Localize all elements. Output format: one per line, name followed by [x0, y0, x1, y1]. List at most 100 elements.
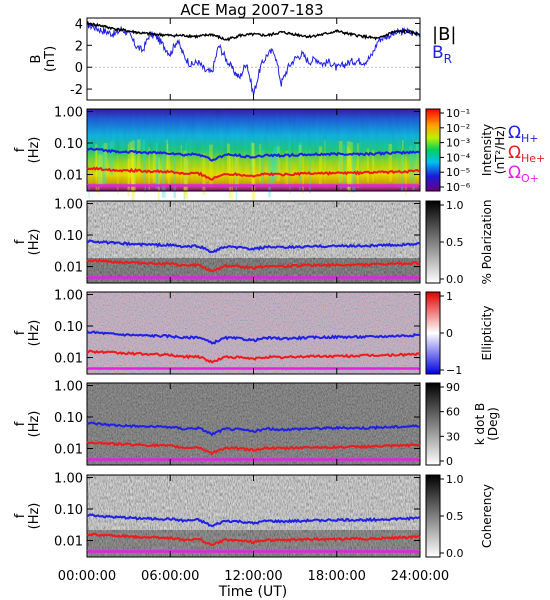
intensity-stripe — [183, 158, 185, 203]
intensity-stripe — [229, 154, 232, 199]
intensity-ylabel: f — [13, 147, 28, 152]
b-field-ylabel: B — [29, 55, 44, 64]
kdotb-colorbar-ticks: 90 60 30 0 — [440, 381, 460, 468]
kdb-gyrofrequency-line-he — [86, 440, 421, 456]
legend-omega-o-base: Ω — [508, 163, 521, 183]
intensity-stripe — [259, 144, 261, 182]
intensity-stripe — [184, 158, 189, 200]
intensity-stripe — [347, 158, 351, 193]
ellipticity-colorbar-label: Ellipticity — [480, 306, 494, 361]
x-tick-label: 00:00:00 — [58, 569, 116, 584]
legend-omega-he-base: Ω — [508, 143, 521, 163]
int-gyrofrequency-line-he — [86, 166, 421, 181]
intensity-stripe — [268, 158, 271, 198]
intensity-stripe — [416, 142, 419, 175]
intensity-stripe — [155, 157, 160, 189]
intensity-stripe — [346, 146, 349, 190]
intensity-stripe — [400, 148, 404, 191]
int-y-tick-label: 0.01 — [54, 169, 83, 184]
intensity-stripe — [97, 154, 100, 196]
b-y-tick-label: 4 — [75, 17, 83, 32]
intensity-stripe — [157, 157, 160, 203]
intensity-stripe — [347, 150, 351, 191]
polarization-y-ticks: 1.00 0.10 0.01 — [54, 197, 420, 276]
int-y-tick-label: 1.00 — [54, 105, 83, 120]
int-gyrofrequency-line-h — [86, 147, 421, 162]
intensity-stripe — [351, 155, 356, 193]
intensity-stripe — [324, 140, 326, 181]
polarization-ylabel-unit: (Hz) — [27, 229, 42, 256]
intensity-colorbar-ticks: 10⁻¹ 10⁻² 10⁻³10⁻⁴ 10⁻⁵ 10⁻⁶ — [440, 107, 471, 194]
kdotb-ylabel: f — [13, 421, 28, 426]
polarization-colorbar-ticks: 1.0 0.5 0.0 — [440, 199, 464, 286]
intensity-stripe — [318, 146, 323, 185]
intensity-stripe — [342, 144, 345, 188]
kdotb-dark-overlay — [87, 383, 420, 465]
intensity-stripe — [88, 157, 90, 199]
intensity-stripe — [299, 147, 301, 192]
intensity-stripe — [348, 149, 352, 182]
b-field-panel: 420-2 B (nT) |B| BR — [29, 17, 456, 101]
kdb-y-tick-label: 0.01 — [54, 443, 83, 458]
intensity-stripe — [408, 145, 413, 181]
intensity-stripe — [356, 143, 359, 188]
intensity-stripe — [273, 146, 276, 181]
pol-y-tick-label: 0.10 — [54, 229, 83, 244]
ell-gyrofrequency-line-h — [86, 330, 421, 345]
intensity-stripe — [103, 142, 108, 176]
intensity-stripe — [288, 142, 290, 186]
kdb-y-tick-label: 0.10 — [54, 411, 83, 426]
pol-colorbar-tick-label: 0.5 — [446, 236, 464, 249]
intensity-colorbar-unit: (nT²/Hz) — [493, 126, 507, 174]
polarization-colorbar-label: % Polarization — [480, 200, 494, 285]
intensity-stripe — [185, 142, 187, 181]
intensity-stripe — [99, 154, 103, 187]
int-colorbar-tick-label: 10⁻⁶ — [446, 181, 471, 194]
intensity-stripe — [132, 155, 136, 193]
intensity-stripe — [161, 153, 166, 198]
intensity-stripe — [234, 156, 239, 188]
intensity-stripe — [405, 155, 407, 196]
int-y-tick-label: 0.10 — [54, 137, 83, 152]
intensity-stripe — [416, 140, 418, 178]
intensity-stripe — [109, 141, 114, 175]
intensity-stripe — [338, 141, 343, 183]
coh-y-tick-label: 0.10 — [54, 503, 83, 518]
coherency-ylabel-unit: (Hz) — [27, 503, 42, 530]
coherency-colorbar-label: Coherency — [480, 484, 494, 548]
intensity-stripe — [148, 147, 151, 190]
int-colorbar-tick-label: 10⁻³ — [446, 137, 470, 150]
kdb-colorbar-tick-label: 30 — [446, 430, 460, 443]
legend-b-radial-base: B — [432, 43, 444, 63]
ell-colorbar-tick-label: −1 — [446, 364, 462, 377]
coh-colorbar-tick-label: 0.5 — [446, 510, 464, 523]
intensity-stripe — [95, 144, 98, 177]
b-y-tick-label: 2 — [75, 39, 83, 54]
intensity-stripe — [144, 152, 146, 194]
intensity-stripe — [180, 144, 182, 186]
pol-gyrofrequency-line-h — [86, 239, 421, 254]
intensity-stripe — [299, 142, 302, 181]
intensity-stripe — [155, 143, 158, 187]
coh-colorbar-tick-label: 0.0 — [446, 547, 464, 560]
intensity-stripe — [133, 147, 136, 182]
ellipticity-colorbar — [425, 291, 441, 375]
intensity-y-ticks: 1.00 0.10 0.01 — [54, 105, 420, 184]
pol-y-tick-label: 1.00 — [54, 197, 83, 212]
intensity-stripe — [275, 146, 279, 179]
intensity-stripe — [131, 140, 135, 185]
intensity-stripe — [252, 143, 255, 185]
x-tick-label: 18:00:00 — [308, 569, 366, 584]
coherency-ylabel: f — [13, 513, 28, 518]
intensity-stripe — [372, 150, 375, 182]
b-field-plot-frame — [86, 17, 421, 101]
legend-omega-o-sub: O+ — [521, 172, 539, 185]
b-field-ylabel-base: B — [29, 55, 44, 64]
coherency-y-ticks: 1.00 0.10 0.01 — [54, 471, 420, 550]
coh-colorbar-tick-label: 1.0 — [446, 473, 464, 486]
ell-colorbar-tick-label: 1 — [446, 290, 453, 303]
ellipticity-blue-noise — [87, 292, 420, 374]
legend-b-radial-sub: R — [444, 52, 452, 66]
intensity-stripe — [231, 155, 234, 200]
